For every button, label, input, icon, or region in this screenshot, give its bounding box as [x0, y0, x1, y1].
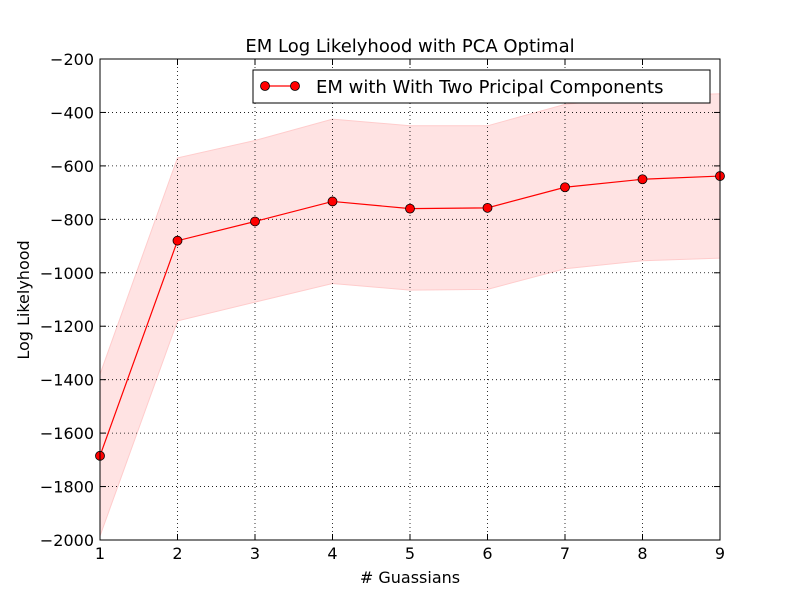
data-point [172, 235, 183, 246]
data-point [482, 202, 493, 213]
series-line-layer [95, 171, 725, 461]
y-tick-label: −1200 [40, 317, 94, 336]
y-tick-label: −800 [50, 210, 94, 229]
confidence-band-layer [99, 93, 721, 537]
confidence-band [99, 93, 721, 537]
legend: EM with With Two Pricipal Components [252, 69, 711, 104]
data-point [560, 182, 570, 193]
x-tick-label: 5 [405, 544, 415, 563]
chart-title: EM Log Likelyhood with PCA Optimal [245, 36, 574, 57]
x-tick-label: 1 [95, 544, 105, 563]
grid-layer [100, 59, 720, 540]
y-tick-label: −1800 [40, 478, 94, 497]
legend-marker [260, 81, 270, 91]
data-point [405, 203, 415, 214]
legend-label: EM with With Two Pricipal Components [316, 77, 664, 98]
y-tick-label: −1000 [40, 264, 94, 283]
y-axis-label: Log Likelyhood [14, 240, 33, 359]
x-tick-label: 2 [172, 544, 182, 563]
y-tick-label: −1400 [40, 371, 94, 390]
tick-layer: 1 2 3 4 5 6 7 8 9 −2000 −1800 −1600 −1400 −1200 −1000 −… [40, 50, 725, 563]
data-point [250, 216, 260, 227]
x-tick-label: 4 [327, 544, 337, 563]
data-point [327, 196, 338, 207]
y-tick-label: −2000 [40, 531, 94, 550]
data-point [637, 174, 648, 185]
y-tick-label: −200 [50, 50, 94, 69]
x-tick-label: 8 [637, 544, 647, 563]
x-tick-label: 7 [560, 544, 570, 563]
legend-box [252, 69, 711, 104]
y-tick-label: −1600 [40, 424, 94, 443]
x-tick-label: 6 [482, 544, 492, 563]
x-tick-label: 9 [715, 544, 725, 563]
x-tick-label: 3 [250, 544, 260, 563]
legend-marker [290, 81, 300, 91]
x-axis-label: # Guassians [360, 568, 460, 587]
y-tick-label: −400 [50, 103, 94, 122]
y-tick-label: −600 [50, 157, 94, 176]
